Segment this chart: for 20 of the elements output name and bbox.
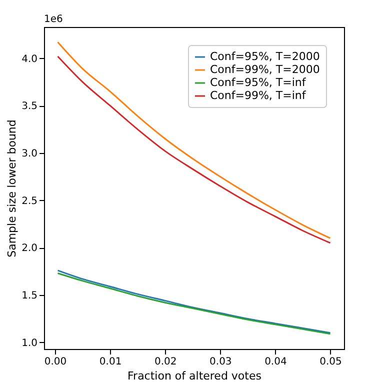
legend-label: Conf=99%, T=2000: [210, 63, 320, 76]
x-tick-label: 0.02: [154, 356, 177, 368]
x-tick-label: 0.00: [44, 356, 67, 368]
x-tick-label: 0.05: [320, 356, 342, 368]
y-tick-label: 2.0: [22, 243, 38, 254]
x-tick-label: 0.01: [99, 356, 122, 368]
legend-label: Conf=95%, T=2000: [210, 50, 320, 63]
x-tick-label: 0.03: [210, 356, 232, 368]
x-axis-title: Fraction of altered votes: [128, 370, 262, 382]
x-tick-label: 0.04: [264, 356, 287, 368]
y-tick-label: 1.0: [22, 338, 38, 349]
y-axis-title: Sample size lower bound: [6, 120, 19, 258]
text: 1e6: [44, 14, 63, 25]
y-tick-label: 3.5: [22, 101, 38, 112]
y-tick-label: 4.0: [22, 54, 38, 65]
legend-label: Conf=99%, T=inf: [210, 89, 307, 102]
legend-label: Conf=95%, T=inf: [210, 76, 307, 89]
y-tick-label: 2.5: [22, 196, 38, 207]
y-tick-label: 1.5: [22, 290, 38, 302]
y-tick-label: 3.0: [22, 148, 38, 160]
